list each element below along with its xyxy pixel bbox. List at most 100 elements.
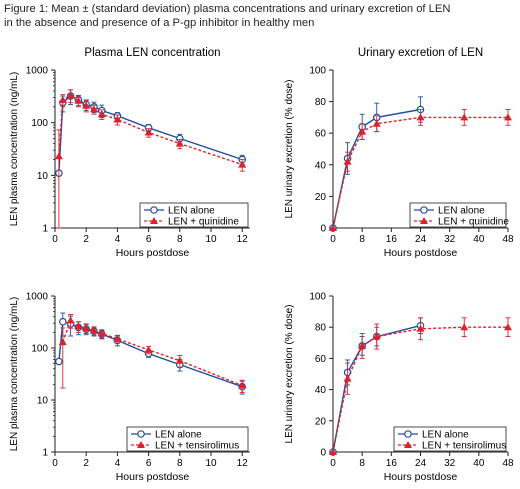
data-point: [113, 115, 122, 123]
legend-label: LEN + tensirolimus: [155, 441, 239, 452]
legend-marker: [137, 441, 145, 448]
figure-caption: Figure 1: Mean ± (standard deviation) pl…: [4, 2, 516, 30]
data-point: [460, 323, 469, 331]
data-point: [358, 341, 367, 349]
data-point: [82, 101, 91, 109]
data-point: [238, 160, 247, 168]
panel-plasma-quinidine: 1 10 100 1000 0 2 4 6 8 10 12 Plasma LEN concentrat…: [9, 47, 250, 259]
y-tick-label: 100: [31, 118, 48, 129]
x-tick-label: 40: [473, 458, 485, 469]
legend-label: LEN alone: [422, 430, 469, 441]
legend-marker: [404, 430, 412, 438]
data-point: [460, 113, 469, 121]
y-axis-label: LEN urinary excretion (% dose): [284, 305, 295, 444]
data-point: [66, 91, 75, 99]
x-tick-label: 4: [115, 458, 121, 469]
x-tick-label: 0: [52, 234, 58, 245]
legend-marker: [420, 217, 428, 224]
x-tick-label: 40: [473, 234, 485, 245]
x-axis-label: Hours postdose: [384, 471, 458, 483]
data-point: [66, 316, 75, 324]
x-tick-label: 2: [83, 234, 89, 245]
legend-label: LEN alone: [168, 206, 215, 217]
legend-label: LEN alone: [438, 206, 485, 217]
series-combo: [54, 89, 247, 229]
x-tick-label: 10: [205, 234, 217, 245]
x-tick-label: 2: [83, 458, 89, 469]
series-combo: [329, 109, 512, 231]
panel-title: Plasma LEN concentration: [84, 47, 220, 59]
y-axis-label: LEN plasma concentration (ng/mL): [9, 72, 20, 227]
legend-label: LEN + tensirolimus: [422, 441, 506, 452]
x-tick-label: 24: [415, 234, 427, 245]
data-point: [97, 329, 106, 337]
x-axis-label: Hours postdose: [384, 247, 458, 259]
data-point: [329, 448, 337, 455]
data-point: [416, 113, 425, 121]
panel-urine-temsirolimus: 0 20 40 60 80 100 0 8 16 24 32 40 48 Hours postdose LE…: [284, 292, 514, 484]
x-tick-label: 0: [330, 234, 336, 245]
panel-title: Urinary excretion of LEN: [358, 47, 483, 59]
series-combo: [58, 314, 247, 393]
data-point: [238, 381, 247, 389]
x-tick-label: 32: [444, 234, 456, 245]
data-point: [504, 323, 512, 331]
x-tick-label: 0: [330, 458, 336, 469]
legend-box: [126, 426, 249, 452]
x-tick-label: 0: [52, 458, 58, 469]
data-point: [175, 356, 184, 364]
y-tick-label: 100: [31, 344, 48, 355]
data-point: [90, 105, 98, 113]
y-tick-label: 60: [315, 354, 327, 365]
x-tick-label: 32: [444, 458, 456, 469]
legend-box: [393, 426, 507, 452]
x-tick-label: 6: [146, 234, 152, 245]
data-point: [97, 110, 106, 118]
y-tick-label: 80: [315, 323, 327, 334]
y-tick-label: 0: [320, 448, 326, 459]
y-tick-label: 60: [315, 129, 327, 140]
x-tick-label: 8: [177, 234, 183, 245]
legend-label: LEN alone: [155, 430, 202, 441]
legend-marker: [137, 430, 145, 438]
data-point: [113, 334, 122, 342]
y-axis-label: LEN plasma concentration (ng/mL): [9, 297, 20, 452]
data-point: [144, 128, 153, 136]
x-tick-label: 4: [115, 234, 121, 245]
legend-box: [139, 202, 249, 228]
legend-label: LEN + quinidine: [168, 217, 239, 228]
data-point: [343, 374, 352, 382]
y-tick-label: 10: [37, 396, 49, 407]
x-tick-label: 24: [415, 458, 427, 469]
y-axis-label: LEN urinary excretion (% dose): [284, 80, 295, 219]
y-tick-label: 0: [320, 224, 326, 235]
data-point: [55, 357, 63, 366]
data-point: [58, 338, 67, 346]
x-tick-label: 12: [237, 234, 249, 245]
series-combo: [329, 317, 512, 455]
y-tick-label: 1: [42, 224, 48, 235]
data-point: [82, 324, 91, 332]
caption-line-1: Figure 1: Mean ± (standard deviation) pl…: [4, 3, 451, 15]
data-point: [74, 96, 83, 104]
y-tick-label: 10: [37, 171, 49, 182]
caption-line-2: in the absence and presence of a P-gp in…: [4, 17, 315, 29]
y-tick-label: 1000: [26, 292, 49, 303]
y-tick-label: 100: [309, 292, 326, 303]
data-point: [329, 224, 337, 231]
data-point: [504, 113, 512, 121]
data-point: [175, 139, 184, 147]
x-tick-label: 48: [502, 458, 514, 469]
data-point: [58, 317, 67, 326]
legend-marker: [420, 206, 428, 214]
data-point: [58, 95, 67, 103]
panel-plasma-temsirolimus: 1 10 100 1000 0 2 4 6 8 10 12 Hours postdose LEN pla…: [9, 292, 250, 483]
data-point: [358, 127, 367, 135]
data-point: [74, 322, 83, 330]
y-tick-label: 80: [315, 97, 327, 108]
data-point: [372, 119, 381, 127]
legend-marker: [150, 217, 158, 224]
